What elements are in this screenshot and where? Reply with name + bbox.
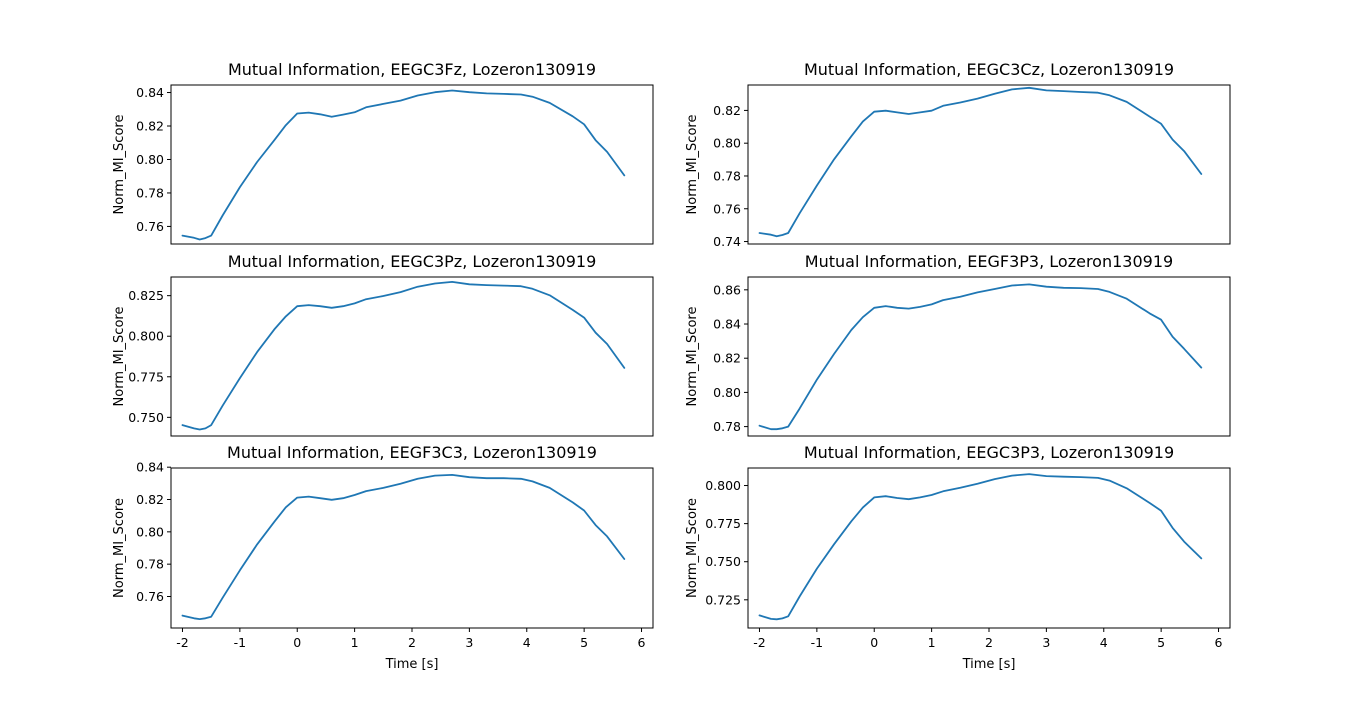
y-axis-label: Norm_MI_Score xyxy=(112,498,127,598)
x-tick-label: 2 xyxy=(985,635,993,650)
series-line xyxy=(758,473,1203,621)
x-tick-label: 0 xyxy=(870,635,878,650)
y-axis-label: Norm_MI_Score xyxy=(685,307,700,407)
subplot-2: Mutual Information, EEGC3Cz, Lozeron1309… xyxy=(685,60,1231,249)
axes-frame xyxy=(747,276,1231,437)
subplot-title: Mutual Information, EEGC3Pz, Lozeron1309… xyxy=(228,252,597,271)
y-tick-label: 0.775 xyxy=(128,369,164,384)
x-axis-label: Time [s] xyxy=(962,657,1016,672)
series-line xyxy=(181,89,626,241)
x-tick-label: -2 xyxy=(176,635,188,650)
subplot-6: Mutual Information, EEGC3P3, Lozeron1309… xyxy=(685,443,1231,672)
subplot-title: Mutual Information, EEGC3P3, Lozeron1309… xyxy=(804,443,1174,462)
subplot-grid: Mutual Information, EEGC3Fz, Lozeron1309… xyxy=(112,60,1231,672)
y-tick-label: 0.78 xyxy=(136,557,164,572)
y-tick-label: 0.78 xyxy=(713,168,741,183)
subplot-title: Mutual Information, EEGF3P3, Lozeron1309… xyxy=(805,252,1173,271)
y-tick-label: 0.825 xyxy=(128,288,164,303)
axes-frame xyxy=(747,84,1231,245)
x-tick-label: 1 xyxy=(928,635,936,650)
x-tick-label: 5 xyxy=(1157,635,1165,650)
x-tick-label: 4 xyxy=(1100,635,1108,650)
y-tick-label: 0.800 xyxy=(705,478,741,493)
y-tick-label: 0.86 xyxy=(713,282,741,297)
y-tick-label: 0.76 xyxy=(136,219,164,234)
x-tick-label: -1 xyxy=(811,635,823,650)
y-tick-label: 0.82 xyxy=(713,103,741,118)
y-tick-label: 0.78 xyxy=(713,419,741,434)
x-tick-label: 3 xyxy=(465,635,473,650)
axes-frame xyxy=(747,467,1231,629)
y-tick-label: 0.750 xyxy=(128,410,164,425)
x-axis-label: Time [s] xyxy=(385,657,439,672)
subplot-title: Mutual Information, EEGC3Fz, Lozeron1309… xyxy=(228,60,596,79)
y-tick-label: 0.725 xyxy=(705,592,741,607)
y-tick-label: 0.80 xyxy=(136,524,164,539)
y-tick-label: 0.80 xyxy=(713,385,741,400)
y-tick-label: 0.78 xyxy=(136,185,164,200)
series-line xyxy=(181,280,626,431)
axes-frame xyxy=(170,276,654,437)
x-tick-label: 6 xyxy=(1215,635,1223,650)
x-tick-label: 3 xyxy=(1042,635,1050,650)
series-line xyxy=(758,283,1203,431)
y-tick-label: 0.74 xyxy=(713,234,741,249)
axes-frame xyxy=(170,84,654,245)
subplot-5: Mutual Information, EEGF3C3, Lozeron1309… xyxy=(112,443,654,672)
y-tick-label: 0.80 xyxy=(136,152,164,167)
subplot-1: Mutual Information, EEGC3Fz, Lozeron1309… xyxy=(112,60,654,245)
y-tick-label: 0.800 xyxy=(128,329,164,344)
x-tick-label: 6 xyxy=(638,635,646,650)
y-tick-label: 0.80 xyxy=(713,136,741,151)
y-tick-label: 0.82 xyxy=(136,119,164,134)
y-axis-label: Norm_MI_Score xyxy=(685,115,700,215)
x-tick-label: -1 xyxy=(234,635,246,650)
y-tick-label: 0.750 xyxy=(705,554,741,569)
x-tick-label: 5 xyxy=(580,635,588,650)
y-tick-label: 0.84 xyxy=(136,460,164,475)
y-tick-label: 0.76 xyxy=(136,589,164,604)
y-axis-label: Norm_MI_Score xyxy=(112,307,127,407)
y-tick-label: 0.84 xyxy=(713,317,741,332)
subplot-4: Mutual Information, EEGF3P3, Lozeron1309… xyxy=(685,252,1231,437)
subplot-3: Mutual Information, EEGC3Pz, Lozeron1309… xyxy=(112,252,654,437)
x-tick-label: 1 xyxy=(351,635,359,650)
y-tick-label: 0.84 xyxy=(136,85,164,100)
y-tick-label: 0.76 xyxy=(713,201,741,216)
x-tick-label: 2 xyxy=(408,635,416,650)
series-line xyxy=(758,86,1203,238)
subplot-title: Mutual Information, EEGF3C3, Lozeron1309… xyxy=(227,443,597,462)
y-tick-label: 0.82 xyxy=(136,492,164,507)
x-tick-label: -2 xyxy=(753,635,765,650)
y-tick-label: 0.775 xyxy=(705,516,741,531)
series-line xyxy=(181,473,626,620)
y-axis-label: Norm_MI_Score xyxy=(685,498,700,598)
y-axis-label: Norm_MI_Score xyxy=(112,115,127,215)
axes-frame xyxy=(170,467,654,629)
x-tick-label: 0 xyxy=(293,635,301,650)
y-tick-label: 0.82 xyxy=(713,351,741,366)
subplot-title: Mutual Information, EEGC3Cz, Lozeron1309… xyxy=(804,60,1174,79)
x-tick-label: 4 xyxy=(523,635,531,650)
